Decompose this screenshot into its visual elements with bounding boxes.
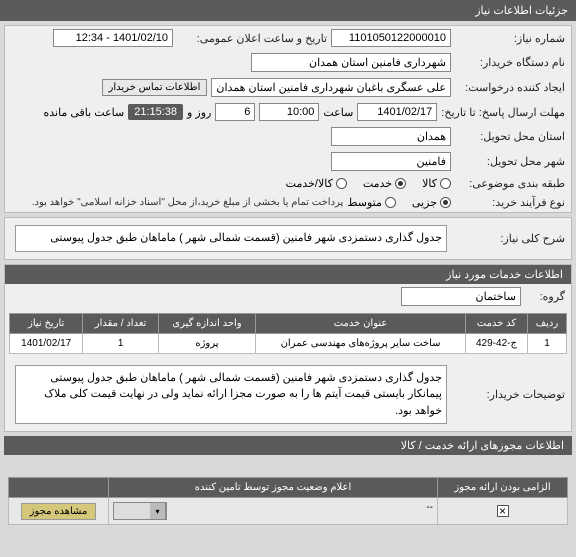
city-label: شهر محل تحویل:: [455, 155, 565, 168]
radio-circle-icon: [395, 178, 406, 189]
cell-qty: 1: [83, 333, 158, 353]
radio-partial-label: جزیی: [412, 196, 437, 209]
announce-value: 1401/02/10 - 12:34: [53, 29, 173, 47]
col-title: عنوان خدمت: [256, 313, 466, 333]
main-info-section: شماره نیاز: 1101050122000010 تاریخ و ساع…: [4, 25, 572, 213]
page-header: جزئیات اطلاعات نیاز: [0, 0, 576, 21]
general-desc-text: جدول گذاری دستمزدی شهر فامنین (قسمت شمال…: [15, 225, 447, 252]
creator-value: علی عسگری باغبان شهرداری فامنین استان هم…: [211, 78, 451, 97]
cell-index: 1: [527, 333, 566, 353]
buyer-label: نام دستگاه خریدار:: [455, 56, 565, 69]
cell-code: ج-42-429: [465, 333, 527, 353]
announce-label: تاریخ و ساعت اعلان عمومی:: [177, 32, 327, 45]
table-row: 1 ج-42-429 ساخت سایر پروژه‌های مهندسی عم…: [10, 333, 567, 353]
creator-label: ایجاد کننده درخواست:: [455, 81, 565, 94]
radio-circle-icon: [336, 178, 347, 189]
deadline-date: 1401/02/17: [357, 103, 437, 121]
city-value: فامنین: [331, 152, 451, 171]
subject-radio-group: کالا خدمت کالا/خدمت: [286, 177, 451, 190]
remaining-label: ساعت باقی مانده: [43, 106, 124, 119]
radio-circle-icon: [440, 197, 451, 208]
province-value: همدان: [331, 127, 451, 146]
view-auth-button[interactable]: مشاهده مجوز: [21, 503, 97, 520]
col-qty: تعداد / مقدار: [83, 313, 158, 333]
radio-goods-label: کالا: [422, 177, 437, 190]
request-no-label: شماره نیاز:: [455, 32, 565, 45]
services-table: ردیف کد خدمت عنوان خدمت واحد اندازه گیری…: [9, 313, 567, 354]
radio-both[interactable]: کالا/خدمت: [286, 177, 347, 190]
radio-both-label: کالا/خدمت: [286, 177, 333, 190]
col-index: ردیف: [527, 313, 566, 333]
process-label: نوع فرآیند خرید:: [455, 196, 565, 209]
process-radio-group: جزیی متوسط: [347, 196, 451, 209]
radio-medium[interactable]: متوسط: [347, 196, 396, 209]
buyer-value: شهرداری فامنین استان همدان: [251, 53, 451, 72]
auth-section: اطلاعات مجوزهای ارائه خدمت / کالا الزامی…: [4, 436, 572, 525]
general-desc-section: شرح کلی نیاز: جدول گذاری دستمزدی شهر فام…: [4, 217, 572, 260]
radio-goods[interactable]: کالا: [422, 177, 451, 190]
services-header: اطلاعات خدمات مورد نیاز: [5, 265, 571, 284]
cell-unit: پروژه: [158, 333, 255, 353]
group-value: ساختمان: [401, 287, 521, 306]
cell-title: ساخت سایر پروژه‌های مهندسی عمران: [256, 333, 466, 353]
radio-service[interactable]: خدمت: [363, 177, 406, 190]
auth-row: -- ▾ مشاهده مجوز: [9, 498, 568, 525]
cell-date: 1401/02/17: [10, 333, 83, 353]
status-dropdown[interactable]: ▾: [113, 502, 167, 520]
services-section: اطلاعات خدمات مورد نیاز گروه: ساختمان رد…: [4, 264, 572, 433]
buyer-notes-label: توضیحات خریدار:: [455, 388, 565, 401]
radio-circle-icon: [440, 178, 451, 189]
time-label: ساعت: [323, 106, 353, 119]
chevron-down-icon: ▾: [150, 503, 166, 519]
col-code: کد خدمت: [465, 313, 527, 333]
status-text: --: [426, 502, 433, 513]
province-label: استان محل تحویل:: [455, 130, 565, 143]
auth-col-status: اعلام وضعیت مجوز توسط تامین کننده: [109, 478, 438, 498]
services-table-wrap: ردیف کد خدمت عنوان خدمت واحد اندازه گیری…: [9, 313, 567, 354]
days-count: 6: [215, 103, 255, 121]
radio-service-label: خدمت: [363, 177, 392, 190]
subject-class-label: طبقه بندی موضوعی:: [455, 177, 565, 190]
auth-table: الزامی بودن ارائه مجوز اعلام وضعیت مجوز …: [8, 477, 568, 525]
required-checkbox[interactable]: [497, 505, 509, 517]
general-desc-label: شرح کلی نیاز:: [455, 232, 565, 245]
deadline-label: مهلت ارسال پاسخ: تا تاریخ:: [441, 106, 565, 119]
col-date: تاریخ نیاز: [10, 313, 83, 333]
radio-circle-icon: [385, 197, 396, 208]
auth-required-cell: [438, 498, 568, 525]
radio-medium-label: متوسط: [347, 196, 382, 209]
process-note: پرداخت تمام یا بخشی از مبلغ خرید،از محل …: [32, 197, 344, 208]
buyer-notes-text: جدول گذاری دستمزدی شهر فامنین (قسمت شمال…: [15, 365, 447, 425]
header-title: جزئیات اطلاعات نیاز: [475, 5, 568, 17]
auth-status-cell: -- ▾: [109, 498, 438, 525]
radio-partial[interactable]: جزیی: [412, 196, 451, 209]
auth-header: اطلاعات مجوزهای ارائه خدمت / کالا: [4, 436, 572, 455]
dropdown-value: [114, 510, 150, 512]
remaining-time: 21:15:38: [128, 104, 183, 120]
contact-button[interactable]: اطلاعات تماس خریدار: [102, 79, 208, 96]
days-label: روز و: [187, 106, 211, 119]
auth-col-action: [9, 478, 109, 498]
col-unit: واحد اندازه گیری: [158, 313, 255, 333]
auth-action-cell: مشاهده مجوز: [9, 498, 109, 525]
group-label: گروه:: [525, 290, 565, 303]
auth-col-required: الزامی بودن ارائه مجوز: [438, 478, 568, 498]
deadline-time: 10:00: [259, 103, 319, 121]
request-no-value: 1101050122000010: [331, 29, 451, 47]
